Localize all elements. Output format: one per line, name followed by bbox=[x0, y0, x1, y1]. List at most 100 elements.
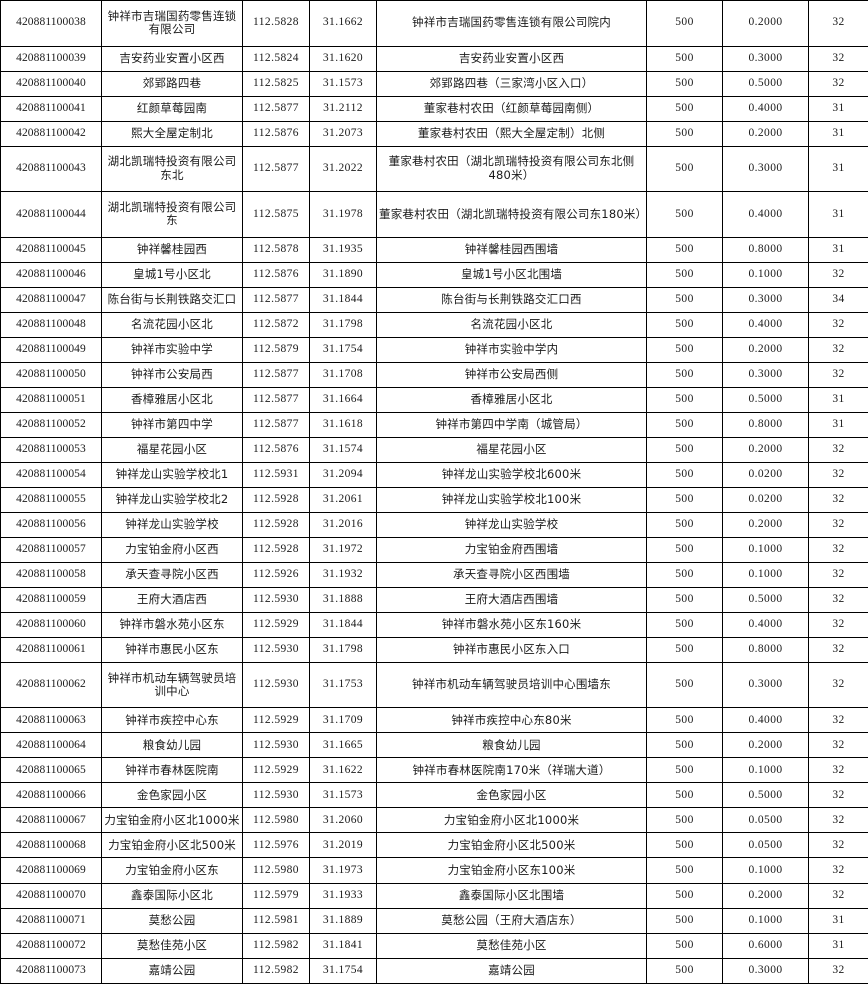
cell-ratio: 0.1000 bbox=[722, 261, 809, 288]
cell-id: 420881100051 bbox=[0, 386, 102, 413]
table-row: 420881100045 钟祥馨桂园西 112.5878 31.1935 钟祥馨桂园西围… bbox=[0, 236, 868, 263]
cell-latitude: 31.1708 bbox=[309, 361, 377, 388]
cell-ratio: 0.3000 bbox=[722, 957, 809, 984]
cell-code: 32 bbox=[808, 0, 868, 47]
table-row: 420881100051 香樟雅居小区北 112.5877 31.1664 香樟雅居小区… bbox=[0, 386, 868, 413]
cell-ratio: 0.0500 bbox=[722, 807, 809, 834]
cell-code: 31 bbox=[808, 411, 868, 438]
cell-name: 红颜草莓园南 bbox=[101, 95, 243, 122]
cell-description: 香樟雅居小区北 bbox=[376, 386, 647, 413]
cell-description: 钟祥龙山实验学校 bbox=[376, 511, 647, 538]
cell-latitude: 31.2112 bbox=[309, 95, 377, 122]
cell-id: 420881100069 bbox=[0, 857, 102, 884]
cell-latitude: 31.1709 bbox=[309, 707, 377, 734]
cell-id: 420881100052 bbox=[0, 411, 102, 438]
cell-id: 420881100068 bbox=[0, 832, 102, 859]
table-row: 420881100069 力宝铂金府小区东 112.5980 31.1973 力宝铂金府… bbox=[0, 857, 868, 884]
cell-code: 32 bbox=[808, 486, 868, 513]
cell-name: 钟祥龙山实验学校北2 bbox=[101, 486, 243, 513]
cell-longitude: 112.5876 bbox=[242, 261, 310, 288]
cell-id: 420881100040 bbox=[0, 70, 102, 97]
cell-value: 500 bbox=[646, 561, 723, 588]
cell-name: 钟祥市第四中学 bbox=[101, 411, 243, 438]
cell-latitude: 31.1798 bbox=[309, 636, 377, 663]
cell-latitude: 31.1798 bbox=[309, 311, 377, 338]
cell-latitude: 31.2073 bbox=[309, 120, 377, 147]
cell-name: 福星花园小区 bbox=[101, 436, 243, 463]
cell-code: 32 bbox=[808, 782, 868, 809]
cell-value: 500 bbox=[646, 261, 723, 288]
cell-description: 郊郢路四巷（三家湾小区入口） bbox=[376, 70, 647, 97]
cell-description: 钟祥市第四中学南（城管局） bbox=[376, 411, 647, 438]
cell-longitude: 112.5877 bbox=[242, 411, 310, 438]
cell-ratio: 0.1000 bbox=[722, 536, 809, 563]
cell-id: 420881100063 bbox=[0, 707, 102, 734]
cell-value: 500 bbox=[646, 70, 723, 97]
table-row: 420881100062 钟祥市机动车辆驾驶员培训中心 112.5930 31.175… bbox=[0, 661, 868, 709]
cell-longitude: 112.5929 bbox=[242, 707, 310, 734]
cell-name: 名流花园小区北 bbox=[101, 311, 243, 338]
cell-latitude: 31.1841 bbox=[309, 932, 377, 959]
cell-code: 31 bbox=[808, 145, 868, 193]
cell-ratio: 0.1000 bbox=[722, 561, 809, 588]
cell-ratio: 0.4000 bbox=[722, 611, 809, 638]
cell-longitude: 112.5979 bbox=[242, 882, 310, 909]
cell-code: 32 bbox=[808, 636, 868, 663]
cell-code: 32 bbox=[808, 857, 868, 884]
cell-latitude: 31.1665 bbox=[309, 732, 377, 759]
cell-longitude: 112.5877 bbox=[242, 95, 310, 122]
cell-name: 钟祥市公安局西 bbox=[101, 361, 243, 388]
cell-description: 董家巷村农田（熙大全屋定制）北侧 bbox=[376, 120, 647, 147]
cell-ratio: 0.3000 bbox=[722, 45, 809, 72]
table-row: 420881100059 王府大酒店西 112.5930 31.1888 王府大酒店西围… bbox=[0, 586, 868, 613]
cell-value: 500 bbox=[646, 707, 723, 734]
cell-ratio: 0.4000 bbox=[722, 95, 809, 122]
cell-longitude: 112.5930 bbox=[242, 636, 310, 663]
cell-ratio: 0.3000 bbox=[722, 661, 809, 709]
cell-longitude: 112.5878 bbox=[242, 236, 310, 263]
cell-value: 500 bbox=[646, 436, 723, 463]
cell-ratio: 0.0500 bbox=[722, 832, 809, 859]
cell-latitude: 31.1664 bbox=[309, 386, 377, 413]
cell-ratio: 0.0200 bbox=[722, 461, 809, 488]
cell-code: 31 bbox=[808, 95, 868, 122]
cell-description: 钟祥龙山实验学校北600米 bbox=[376, 461, 647, 488]
cell-description: 钟祥市磐水苑小区东160米 bbox=[376, 611, 647, 638]
table-row: 420881100043 湖北凯瑞特投资有限公司东北 112.5877 31.2022… bbox=[0, 145, 868, 193]
cell-value: 500 bbox=[646, 782, 723, 809]
cell-latitude: 31.2061 bbox=[309, 486, 377, 513]
cell-code: 32 bbox=[808, 732, 868, 759]
cell-ratio: 0.5000 bbox=[722, 586, 809, 613]
cell-id: 420881100070 bbox=[0, 882, 102, 909]
table-row: 420881100050 钟祥市公安局西 112.5877 31.1708 钟祥市公安局… bbox=[0, 361, 868, 388]
table-row: 420881100060 钟祥市磐水苑小区东 112.5929 31.1844 钟祥市磐… bbox=[0, 611, 868, 638]
cell-description: 董家巷村农田（红颜草莓园南侧） bbox=[376, 95, 647, 122]
cell-code: 32 bbox=[808, 661, 868, 709]
cell-name: 钟祥市惠民小区东 bbox=[101, 636, 243, 663]
cell-ratio: 0.2000 bbox=[722, 436, 809, 463]
cell-name: 钟祥龙山实验学校北1 bbox=[101, 461, 243, 488]
cell-code: 32 bbox=[808, 261, 868, 288]
cell-description: 莫愁佳苑小区 bbox=[376, 932, 647, 959]
cell-name: 钟祥市实验中学 bbox=[101, 336, 243, 363]
cell-value: 500 bbox=[646, 611, 723, 638]
cell-ratio: 0.8000 bbox=[722, 236, 809, 263]
cell-name: 力宝铂金府小区西 bbox=[101, 536, 243, 563]
cell-latitude: 31.1662 bbox=[309, 0, 377, 47]
cell-latitude: 31.1618 bbox=[309, 411, 377, 438]
cell-name: 承天查寻院小区西 bbox=[101, 561, 243, 588]
cell-code: 32 bbox=[808, 70, 868, 97]
cell-id: 420881100038 bbox=[0, 0, 102, 47]
cell-code: 32 bbox=[808, 461, 868, 488]
cell-name: 力宝铂金府小区东 bbox=[101, 857, 243, 884]
cell-value: 500 bbox=[646, 932, 723, 959]
cell-value: 500 bbox=[646, 857, 723, 884]
cell-description: 鑫泰国际小区北围墙 bbox=[376, 882, 647, 909]
cell-description: 王府大酒店西围墙 bbox=[376, 586, 647, 613]
cell-ratio: 0.2000 bbox=[722, 882, 809, 909]
cell-name: 莫愁公园 bbox=[101, 907, 243, 934]
cell-ratio: 0.2000 bbox=[722, 0, 809, 47]
cell-longitude: 112.5879 bbox=[242, 336, 310, 363]
cell-longitude: 112.5928 bbox=[242, 486, 310, 513]
